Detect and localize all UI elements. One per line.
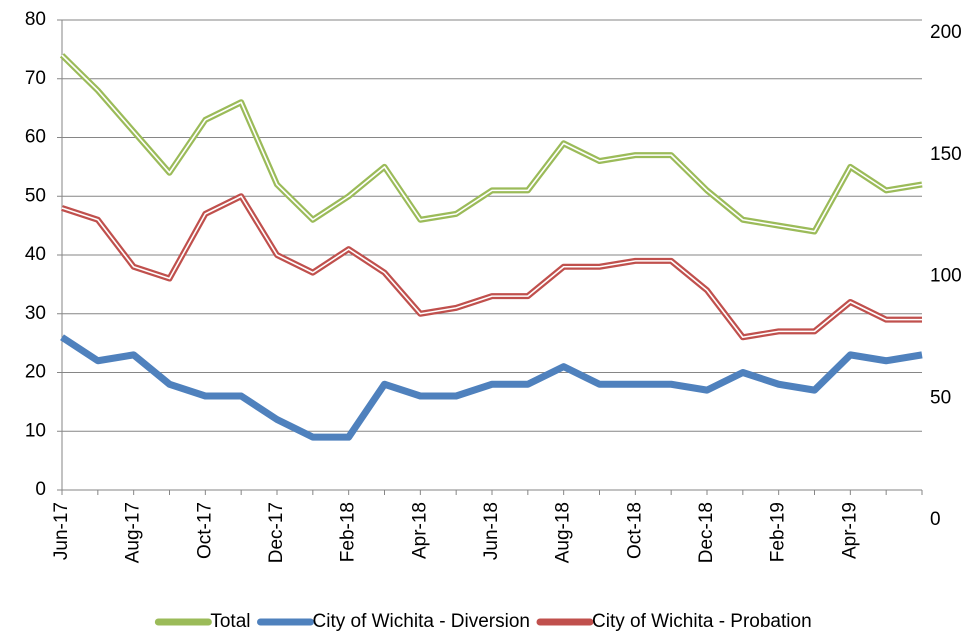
y-tick-label: 60 [25,127,46,148]
x-tick-label: Aug-17 [123,502,144,563]
x-tick-label: Jun-17 [51,502,72,560]
x-tick-label: Dec-17 [266,502,287,563]
x-tick-label: Apr-18 [409,502,430,559]
x-tick-label: Apr-19 [839,502,860,559]
y-tick-label: 50 [25,185,46,206]
legend-item: Total [154,611,251,632]
y-tick-label: 10 [25,420,46,441]
x-tick-label: Dec-18 [696,502,717,563]
y2-tick-label: 100 [930,266,962,287]
x-tick-label: Feb-19 [768,502,789,562]
y2-tick-label: 150 [930,144,962,165]
x-tick-label: Oct-18 [624,502,645,559]
y-tick-label: 80 [25,9,46,30]
x-tick-label: Aug-18 [553,502,574,563]
legend-item: City of Wichita - Probation [536,611,812,632]
legend-label: Total [210,611,250,632]
line-highlight [61,195,922,339]
legend-label: City of Wichita - Diversion [313,611,531,632]
series-line [61,193,922,341]
y2-tick-label: 0 [930,509,941,530]
x-tick-label: Jun-18 [481,502,502,560]
y-tick-label: 0 [35,479,46,500]
line-highlight [61,54,923,233]
y2-tick-label: 200 [930,22,962,43]
y-tick-label: 30 [25,303,46,324]
series-line [60,334,923,441]
x-tick-label: Feb-18 [338,502,359,562]
legend-label: City of Wichita - Probation [592,611,812,632]
y2-tick-label: 50 [930,387,951,408]
y-tick-label: 20 [25,362,46,383]
x-tick-label: Oct-17 [194,502,215,559]
y-tick-label: 70 [25,68,46,89]
legend-item: City of Wichita - Diversion [257,611,531,632]
series-line [59,53,923,235]
y-tick-label: 40 [25,244,46,265]
